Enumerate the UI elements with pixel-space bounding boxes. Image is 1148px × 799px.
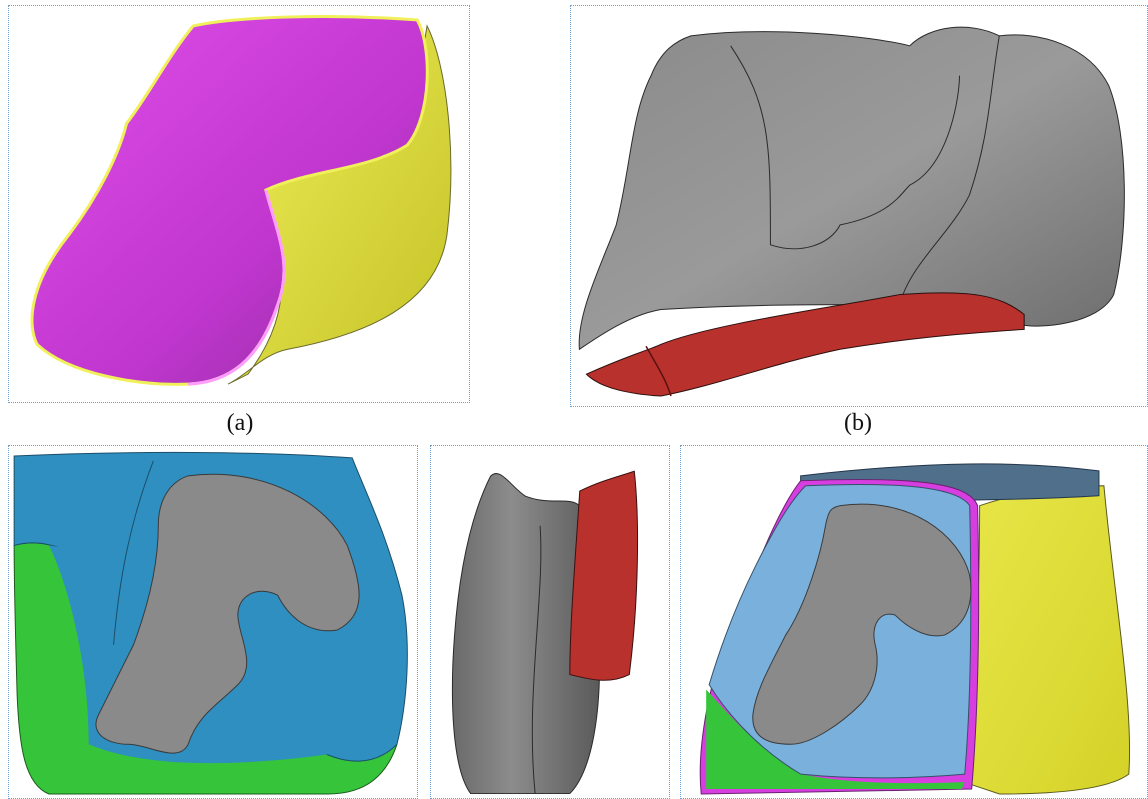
blue-seam [113, 460, 154, 645]
grey-seam [531, 525, 542, 794]
panel-e [680, 445, 1148, 799]
red-sheet-fold [645, 345, 672, 397]
grey-seam-2 [899, 35, 1000, 305]
green-region [706, 689, 965, 790]
panel-b [570, 5, 1148, 407]
panel-a-render [30, 15, 452, 386]
panel-a [8, 5, 470, 403]
panel-d-render [451, 470, 639, 795]
panel-c [8, 445, 418, 799]
grey-solid [578, 26, 1125, 351]
yellow-wall [969, 485, 1131, 795]
caption-a: (a) [226, 410, 254, 436]
panel-c-render [13, 451, 408, 795]
panel-d [430, 445, 670, 799]
grey-section [752, 503, 972, 745]
panel-b-render [578, 26, 1125, 397]
panel-e-render [699, 463, 1131, 795]
red-strip [569, 470, 639, 681]
grey-seam-1 [730, 45, 960, 250]
caption-b: (b) [844, 410, 872, 436]
grey-section [95, 473, 360, 754]
magenta-rim-highlight [188, 189, 286, 386]
red-sheet [585, 292, 1025, 397]
grey-shell [451, 473, 601, 795]
